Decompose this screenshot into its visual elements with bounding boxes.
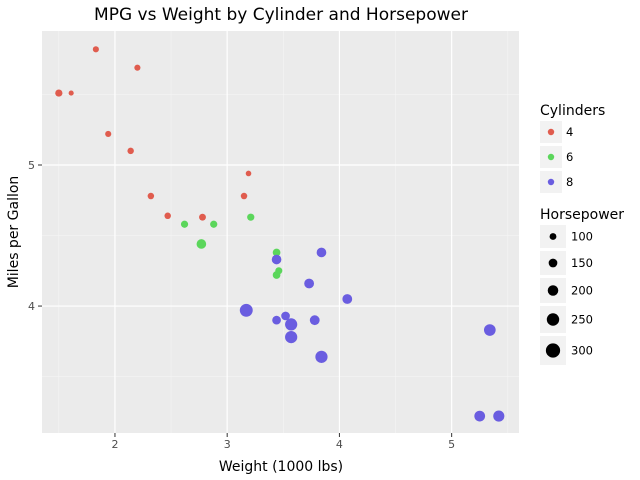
data-point (309, 315, 320, 326)
legend-size-key (547, 285, 559, 296)
data-point (196, 239, 207, 249)
legend-label: 4 (566, 125, 573, 139)
data-points (55, 46, 505, 422)
y-axis-label: Miles per Gallon (6, 176, 22, 289)
x-axis-ticks: 2 3 4 5 (111, 433, 455, 451)
grid-major (42, 31, 519, 433)
legend-label: 150 (571, 256, 593, 270)
data-point (55, 89, 63, 97)
legend-label: 250 (571, 313, 593, 327)
data-point (281, 311, 290, 321)
data-point (239, 303, 253, 317)
cylinders-legend-title: Cylinders (540, 103, 605, 119)
horsepower-legend: Horsepower 100 150 200 250 300 (540, 207, 624, 365)
y-axis-ticks: 45 (28, 159, 42, 313)
data-point (315, 350, 328, 363)
y-tick-label: 4 (28, 300, 35, 313)
data-point (127, 147, 134, 155)
data-point (68, 90, 74, 96)
data-point (316, 247, 327, 258)
data-point (474, 410, 486, 422)
legend-key-swatch (547, 178, 555, 186)
data-point (285, 330, 298, 344)
legend-label: 6 (566, 150, 573, 164)
legend-size-key (546, 313, 560, 326)
data-point (247, 213, 255, 221)
data-point (147, 192, 155, 200)
x-axis-label: Weight (1000 lbs) (219, 459, 343, 475)
data-point (285, 318, 298, 331)
data-point (272, 248, 281, 257)
data-point (210, 220, 218, 228)
legend-size-key (545, 343, 561, 358)
data-point (275, 267, 283, 275)
legend-label: 8 (566, 175, 573, 189)
legend-label: 300 (571, 344, 593, 358)
legend-label: 200 (571, 284, 593, 298)
legend-size-key (548, 258, 558, 268)
data-point (199, 213, 206, 221)
x-tick-label: 3 (224, 438, 231, 451)
data-point (342, 294, 353, 304)
data-point (240, 192, 248, 200)
y-tick-label: 5 (28, 159, 35, 172)
legend-size-key (549, 233, 557, 240)
grid-minor (42, 31, 519, 433)
data-point (271, 254, 282, 265)
plot-panel (42, 31, 519, 433)
x-tick-label: 4 (336, 438, 343, 451)
horsepower-legend-title: Horsepower (540, 207, 624, 223)
data-point (483, 324, 496, 336)
legend-label: 100 (571, 230, 593, 244)
x-tick-label: 5 (448, 438, 455, 451)
x-tick-label: 2 (111, 438, 118, 451)
chart-title: MPG vs Weight by Cylinder and Horsepower (94, 5, 468, 25)
legend-key-swatch (547, 128, 555, 136)
data-point (180, 220, 189, 228)
data-point (304, 278, 315, 289)
data-point (272, 315, 281, 325)
data-point (134, 64, 141, 71)
data-point (493, 410, 505, 422)
legend-key-swatch (547, 153, 555, 161)
data-point (105, 130, 112, 138)
data-point (92, 46, 99, 53)
cylinders-legend: Cylinders 4 6 8 (540, 103, 605, 193)
data-point (164, 212, 171, 220)
data-point (245, 170, 252, 177)
